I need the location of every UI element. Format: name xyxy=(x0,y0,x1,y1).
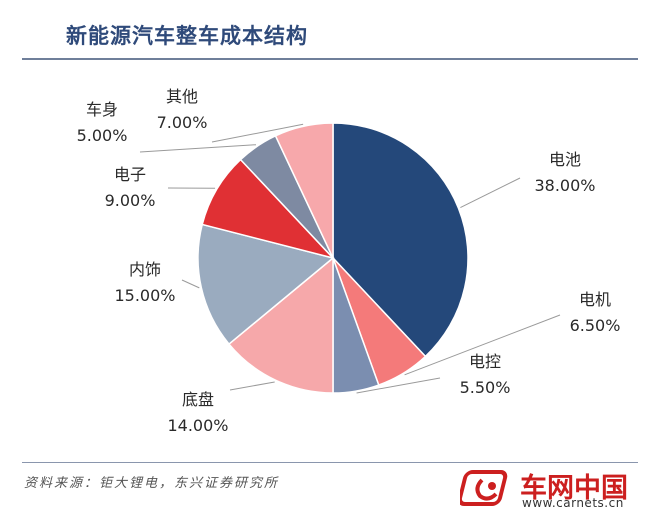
slice-label-1: 电机 xyxy=(579,290,611,309)
slice-value-1: 6.50% xyxy=(570,316,621,335)
logo: 车网中国 www.carnets.cn xyxy=(460,466,650,510)
slice-value-7: 7.00% xyxy=(157,113,208,132)
slice-value-3: 14.00% xyxy=(167,416,228,435)
pie-slice-4 xyxy=(197,223,335,346)
slice-label-0: 电池 xyxy=(549,150,581,169)
slice-value-2: 5.50% xyxy=(460,378,511,397)
pie-slice-3 xyxy=(227,256,334,394)
slice-label-2: 电控 xyxy=(469,352,501,371)
logo-mark-icon xyxy=(460,470,508,506)
leader-line-6 xyxy=(139,144,257,153)
slice-value-6: 5.00% xyxy=(77,126,128,145)
slice-label-3: 底盘 xyxy=(182,390,214,409)
pie-slices xyxy=(197,122,469,394)
leader-line-1 xyxy=(404,314,561,376)
slice-value-5: 9.00% xyxy=(105,191,156,210)
slice-label-5: 电子 xyxy=(114,165,146,184)
pie-chart: 电池 38.00% 电机 6.50% 电控 5.50% 底盘 14.00% 内饰 15.00% 电子… xyxy=(77,87,621,435)
slice-label-6: 车身 xyxy=(86,100,118,119)
slice-value-0: 38.00% xyxy=(534,176,595,195)
leader-line-4 xyxy=(181,279,200,289)
footer-divider xyxy=(22,462,638,463)
slice-value-4: 15.00% xyxy=(114,286,175,305)
leader-line-7 xyxy=(211,123,304,143)
slice-label-4: 内饰 xyxy=(129,260,161,279)
slice-labels: 电池 38.00% 电机 6.50% 电控 5.50% 底盘 14.00% 内饰 15.00% 电子… xyxy=(77,87,621,435)
leader-line-2 xyxy=(356,377,441,394)
leader-lines xyxy=(139,123,561,394)
logo-url: www.carnets.cn xyxy=(522,496,624,510)
leader-line-3 xyxy=(229,381,275,391)
title-divider xyxy=(22,58,638,60)
pie-slice-7 xyxy=(274,122,334,259)
source-note: 资料来源：钜大锂电，东兴证券研究所 xyxy=(24,476,280,491)
chart-title: 新能源汽车整车成本结构 xyxy=(66,24,308,48)
leader-line-0 xyxy=(460,177,521,209)
logo-name: 车网中国 xyxy=(520,473,628,504)
slice-label-7: 其他 xyxy=(166,87,198,106)
pie-slice-0 xyxy=(332,122,469,358)
